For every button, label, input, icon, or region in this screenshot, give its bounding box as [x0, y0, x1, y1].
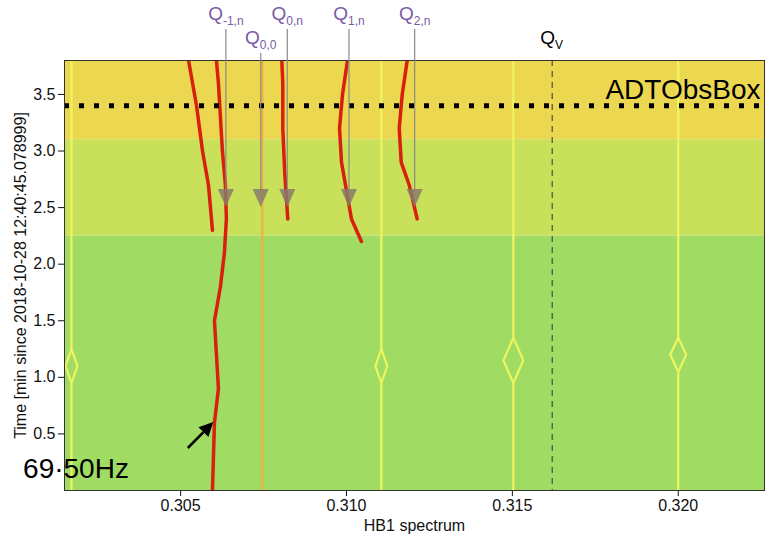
svg-text:1.5: 1.5 [33, 312, 55, 329]
svg-text:0.5: 0.5 [33, 425, 55, 442]
svg-text:3.0: 3.0 [33, 142, 55, 159]
svg-text:ADTObsBox: ADTObsBox [605, 74, 760, 105]
svg-text:QV: QV [540, 27, 563, 52]
svg-text:1.0: 1.0 [33, 368, 55, 385]
svg-text:0.315: 0.315 [492, 497, 532, 514]
svg-text:2.5: 2.5 [33, 199, 55, 216]
svg-text:0.305: 0.305 [161, 497, 201, 514]
svg-text:Q1,n: Q1,n [333, 3, 364, 28]
svg-text:Q0,0: Q0,0 [245, 27, 277, 52]
svg-text:Q-1,n: Q-1,n [208, 3, 243, 28]
svg-text:69·50Hz: 69·50Hz [23, 453, 129, 484]
svg-text:0.320: 0.320 [658, 497, 698, 514]
svg-text:Q2,n: Q2,n [399, 3, 430, 28]
svg-text:2.0: 2.0 [33, 255, 55, 272]
svg-text:HB1 spectrum: HB1 spectrum [364, 517, 465, 534]
svg-text:Time [min since 2018-10-28 12:: Time [min since 2018-10-28 12:40:45.0789… [12, 112, 29, 439]
svg-text:Q0,n: Q0,n [272, 3, 303, 28]
svg-text:0.310: 0.310 [326, 497, 366, 514]
svg-text:3.5: 3.5 [33, 86, 55, 103]
